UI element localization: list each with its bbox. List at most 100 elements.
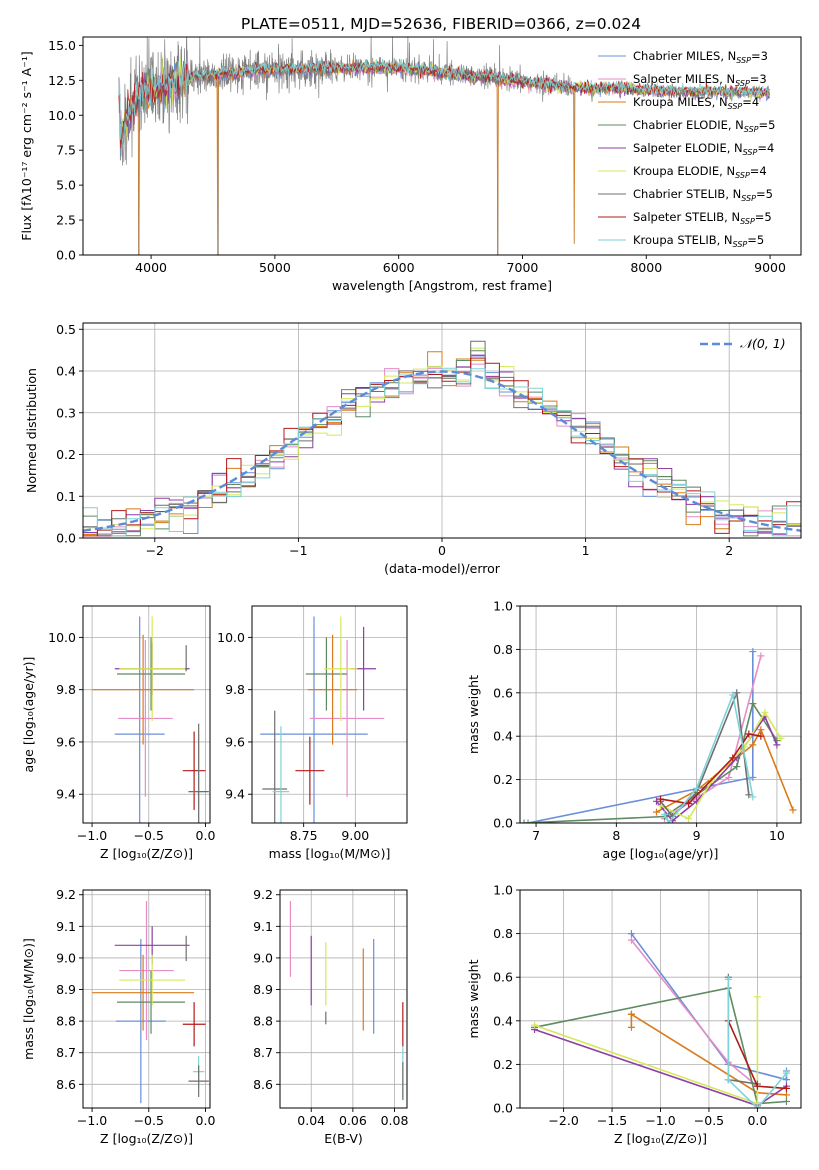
plus-marker xyxy=(789,806,797,814)
y-tick-label: 8.7 xyxy=(253,1045,273,1060)
legend-count: =3 xyxy=(750,72,767,86)
legend-name: Chabrier MILES, N xyxy=(633,49,736,63)
legend-name: Kroupa STELIB, N xyxy=(633,233,733,247)
plus-marker xyxy=(661,810,669,818)
y-tick-label: 2.5 xyxy=(56,213,76,228)
mass-weight-line xyxy=(660,710,782,820)
spectrum-model-line xyxy=(118,58,770,152)
plus-marker xyxy=(652,808,660,816)
residual-legend: 𝒩(0, 1) xyxy=(700,336,786,351)
y-tick-label: 12.5 xyxy=(48,73,76,88)
plus-marker xyxy=(627,930,635,938)
legend-entry: Salpeter ELODIE, NSSP=4 xyxy=(598,141,774,157)
error-bar xyxy=(119,954,186,1006)
x-tick-label: −1.0 xyxy=(77,828,107,843)
y-tick-label: 1.0 xyxy=(493,599,513,614)
plus-marker xyxy=(749,700,757,708)
y-tick-label: 8.8 xyxy=(56,1014,76,1029)
residual-histogram-step xyxy=(83,340,801,535)
y-tick-label: 0.2 xyxy=(56,447,76,462)
plus-marker xyxy=(757,732,765,740)
y-tick-label: 15.0 xyxy=(48,38,76,53)
y-tick-label: 9.4 xyxy=(56,787,76,802)
y-tick-label: 8.6 xyxy=(253,1077,273,1092)
mass-weight-line xyxy=(534,987,787,1105)
x-tick-label: 0.0 xyxy=(196,1113,216,1128)
legend-label: Kroupa STELIB, NSSP=5 xyxy=(633,233,764,249)
plus-marker xyxy=(745,730,753,738)
plus-marker xyxy=(773,741,781,749)
x-tick-label: 10 xyxy=(769,828,785,843)
plus-marker xyxy=(782,1097,790,1105)
y-tick-label: 0.8 xyxy=(493,926,513,941)
error-bar xyxy=(262,710,288,823)
y-tick-label: 8.6 xyxy=(56,1077,76,1092)
legend-count: =5 xyxy=(756,187,773,201)
x-tick-label: 2 xyxy=(725,543,733,558)
x-tick-label: 0.0 xyxy=(196,828,216,843)
legend-entry: Kroupa ELODIE, NSSP=4 xyxy=(598,164,767,180)
y-tick-label: 9.1 xyxy=(253,919,273,934)
y-tick-label: 8.7 xyxy=(56,1045,76,1060)
x-tick-label: 0.08 xyxy=(381,1113,409,1128)
error-bar xyxy=(324,616,358,722)
x-tick-label: 0 xyxy=(438,543,446,558)
plus-marker xyxy=(531,1021,539,1029)
y-tick-label: 0.6 xyxy=(493,970,513,985)
legend-label: Chabrier STELIB, NSSP=5 xyxy=(633,187,773,203)
legend-entry: Chabrier MILES, NSSP=3 xyxy=(598,49,768,65)
axes-frame xyxy=(279,889,408,1109)
y-axis-label: Flux [fλ10⁻¹⁷ erg cm⁻² s⁻¹ A⁻¹] xyxy=(19,51,34,240)
y-tick-label: 7.5 xyxy=(56,143,76,158)
legend-entry: Salpeter MILES, NSSP=3 xyxy=(598,72,767,88)
plus-marker xyxy=(777,734,785,742)
y-tick-label: 8.9 xyxy=(253,982,273,997)
y-tick-label: 9.0 xyxy=(56,950,76,965)
y-tick-label: 0.2 xyxy=(493,1057,513,1072)
y-tick-label: 0.8 xyxy=(493,642,513,657)
x-tick-label: 7 xyxy=(532,828,540,843)
x-axis-label: Z [log₁₀(Z/Z⊙)] xyxy=(100,846,193,861)
plus-marker xyxy=(685,799,693,807)
error-bar xyxy=(118,639,173,797)
age-vs-mass-panel: 8.75 9.00 9.4 9.6 9.8 10.0 mass [log₁₀(M/M⊙)] xyxy=(217,605,408,861)
error-bar xyxy=(119,616,186,722)
legend-label: Salpeter ELODIE, NSSP=4 xyxy=(633,141,774,157)
legend-name: Kroupa MILES, N xyxy=(633,95,728,109)
mass-weight-line xyxy=(534,996,759,1105)
x-tick-label: 1 xyxy=(582,543,590,558)
error-bar xyxy=(188,723,209,823)
x-tick-label: −2.0 xyxy=(548,1113,578,1128)
legend-label: Chabrier ELODIE, NSSP=5 xyxy=(633,118,775,134)
error-bar xyxy=(260,616,368,823)
y-tick-label: 9.8 xyxy=(56,682,76,697)
x-axis-label: mass [log₁₀(M/M⊙)] xyxy=(269,846,391,861)
legend-count: =5 xyxy=(747,233,764,247)
x-axis-label: Z [log₁₀(Z/Z⊙)] xyxy=(614,1131,707,1146)
plus-marker xyxy=(745,791,753,799)
legend-subscript: SSP xyxy=(735,79,750,88)
x-tick-label: 9 xyxy=(693,828,701,843)
legend-label: Kroupa ELODIE, NSSP=4 xyxy=(633,164,767,180)
plus-marker xyxy=(729,754,737,762)
plus-marker xyxy=(724,975,732,983)
error-bar xyxy=(92,954,195,1031)
y-tick-label: 0.1 xyxy=(56,489,76,504)
error-bar xyxy=(115,938,166,1104)
x-tick-label: −1.5 xyxy=(597,1113,627,1128)
y-tick-label: 0.6 xyxy=(493,685,513,700)
y-tick-label: 0.4 xyxy=(56,364,76,379)
legend-count: =3 xyxy=(751,49,768,63)
error-bar xyxy=(272,726,290,823)
plus-marker xyxy=(733,763,741,771)
plus-marker xyxy=(753,1104,761,1108)
y-tick-label: 8.8 xyxy=(253,1014,273,1029)
legend-name: Salpeter STELIB, N xyxy=(633,210,740,224)
legend-subscript: SSP xyxy=(744,125,759,134)
x-tick-label: 8.75 xyxy=(290,828,318,843)
y-tick-label: 0.2 xyxy=(493,772,513,787)
x-tick-label: 6000 xyxy=(383,260,415,275)
